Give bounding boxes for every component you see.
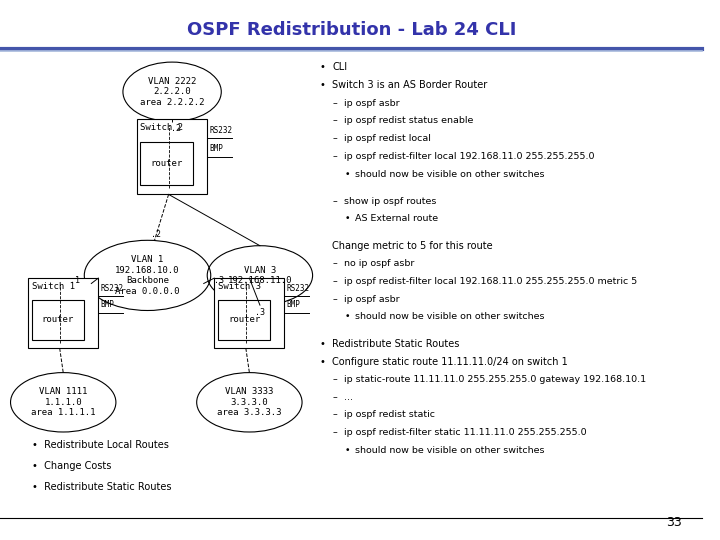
Text: VLAN 1111
1.1.1.0
area 1.1.1.1: VLAN 1111 1.1.1.0 area 1.1.1.1 xyxy=(31,387,96,417)
Text: RS232: RS232 xyxy=(210,126,233,134)
Text: .2: .2 xyxy=(151,230,161,239)
Text: 33: 33 xyxy=(665,516,681,529)
Text: OSPF Redistribution - Lab 24 CLI: OSPF Redistribution - Lab 24 CLI xyxy=(186,21,516,39)
Text: BMP: BMP xyxy=(210,144,223,153)
Text: Switch 1: Switch 1 xyxy=(32,282,75,291)
Text: •  Redistribute Static Routes: • Redistribute Static Routes xyxy=(32,482,171,491)
Text: CLI: CLI xyxy=(332,63,347,72)
Text: router: router xyxy=(228,315,260,325)
Text: –: – xyxy=(332,99,337,107)
Text: ip ospf redist-filter local 192.168.11.0 255.255.255.0: ip ospf redist-filter local 192.168.11.0… xyxy=(344,152,595,161)
Text: AS External route: AS External route xyxy=(355,214,438,224)
Text: –: – xyxy=(332,117,337,125)
Text: •: • xyxy=(344,214,350,224)
Text: ip static-route 11.11.11.0 255.255.255.0 gateway 192.168.10.1: ip static-route 11.11.11.0 255.255.255.0… xyxy=(344,375,647,384)
Text: Switch 2: Switch 2 xyxy=(140,123,184,132)
Text: VLAN 3
192.168.11.0: VLAN 3 192.168.11.0 xyxy=(228,266,292,285)
Text: ip ospf redist status enable: ip ospf redist status enable xyxy=(344,117,474,125)
Text: VLAN 2222
2.2.2.0
area 2.2.2.2: VLAN 2222 2.2.2.0 area 2.2.2.2 xyxy=(140,77,204,107)
Text: .3: .3 xyxy=(255,308,265,317)
FancyBboxPatch shape xyxy=(28,278,99,348)
Text: •  Redistribute Local Routes: • Redistribute Local Routes xyxy=(32,441,168,450)
Text: ip ospf redist-filter static 11.11.11.0 255.255.255.0: ip ospf redist-filter static 11.11.11.0 … xyxy=(344,428,587,437)
Text: VLAN 3333
3.3.3.0
area 3.3.3.3: VLAN 3333 3.3.3.0 area 3.3.3.3 xyxy=(217,387,282,417)
Text: •: • xyxy=(344,446,350,455)
Text: .3: .3 xyxy=(214,276,223,285)
Text: Switch 3: Switch 3 xyxy=(217,282,261,291)
Text: ...: ... xyxy=(344,393,354,402)
Text: –: – xyxy=(332,295,337,303)
Text: •: • xyxy=(320,356,325,367)
Text: BMP: BMP xyxy=(101,300,114,309)
Text: •: • xyxy=(344,170,350,179)
Text: Change metric to 5 for this route: Change metric to 5 for this route xyxy=(332,241,493,251)
Text: –: – xyxy=(332,428,337,437)
Text: •: • xyxy=(320,339,325,349)
Text: –: – xyxy=(332,134,337,143)
Text: –: – xyxy=(332,152,337,161)
Text: –: – xyxy=(332,259,337,268)
FancyBboxPatch shape xyxy=(217,300,271,340)
Text: •  Change Costs: • Change Costs xyxy=(32,461,111,471)
Text: •: • xyxy=(320,80,325,90)
Text: •: • xyxy=(320,63,325,72)
Text: ip ospf asbr: ip ospf asbr xyxy=(344,295,400,303)
FancyBboxPatch shape xyxy=(215,278,284,348)
FancyBboxPatch shape xyxy=(32,300,84,340)
Text: RS232: RS232 xyxy=(101,284,124,293)
Text: router: router xyxy=(42,315,74,325)
Text: Configure static route 11.11.11.0/24 on switch 1: Configure static route 11.11.11.0/24 on … xyxy=(332,356,568,367)
Text: •: • xyxy=(344,313,350,321)
Text: RS232: RS232 xyxy=(287,284,310,293)
Text: .2: .2 xyxy=(171,124,181,133)
Text: no ip ospf asbr: no ip ospf asbr xyxy=(344,259,415,268)
Text: .1: .1 xyxy=(70,276,80,285)
Text: should now be visible on other switches: should now be visible on other switches xyxy=(355,446,544,455)
Text: –: – xyxy=(332,410,337,420)
Text: VLAN 1
192.168.10.0
Backbone
Area 0.0.0.0: VLAN 1 192.168.10.0 Backbone Area 0.0.0.… xyxy=(115,255,180,295)
FancyBboxPatch shape xyxy=(140,142,193,185)
Text: should now be visible on other switches: should now be visible on other switches xyxy=(355,170,544,179)
Text: Redistribute Static Routes: Redistribute Static Routes xyxy=(332,339,459,349)
Text: BMP: BMP xyxy=(287,300,300,309)
Text: should now be visible on other switches: should now be visible on other switches xyxy=(355,313,544,321)
Text: Switch 3 is an AS Border Router: Switch 3 is an AS Border Router xyxy=(332,80,487,90)
Text: ip ospf redist local: ip ospf redist local xyxy=(344,134,431,143)
Text: –: – xyxy=(332,197,337,206)
Text: –: – xyxy=(332,277,337,286)
Text: ip ospf redist-filter local 192.168.11.0 255.255.255.0 metric 5: ip ospf redist-filter local 192.168.11.0… xyxy=(344,277,637,286)
Text: ip ospf redist static: ip ospf redist static xyxy=(344,410,435,420)
FancyBboxPatch shape xyxy=(137,119,207,194)
Text: ip ospf asbr: ip ospf asbr xyxy=(344,99,400,107)
Text: –: – xyxy=(332,375,337,384)
Text: –: – xyxy=(332,393,337,402)
Text: show ip ospf routes: show ip ospf routes xyxy=(344,197,436,206)
Text: router: router xyxy=(150,159,183,168)
